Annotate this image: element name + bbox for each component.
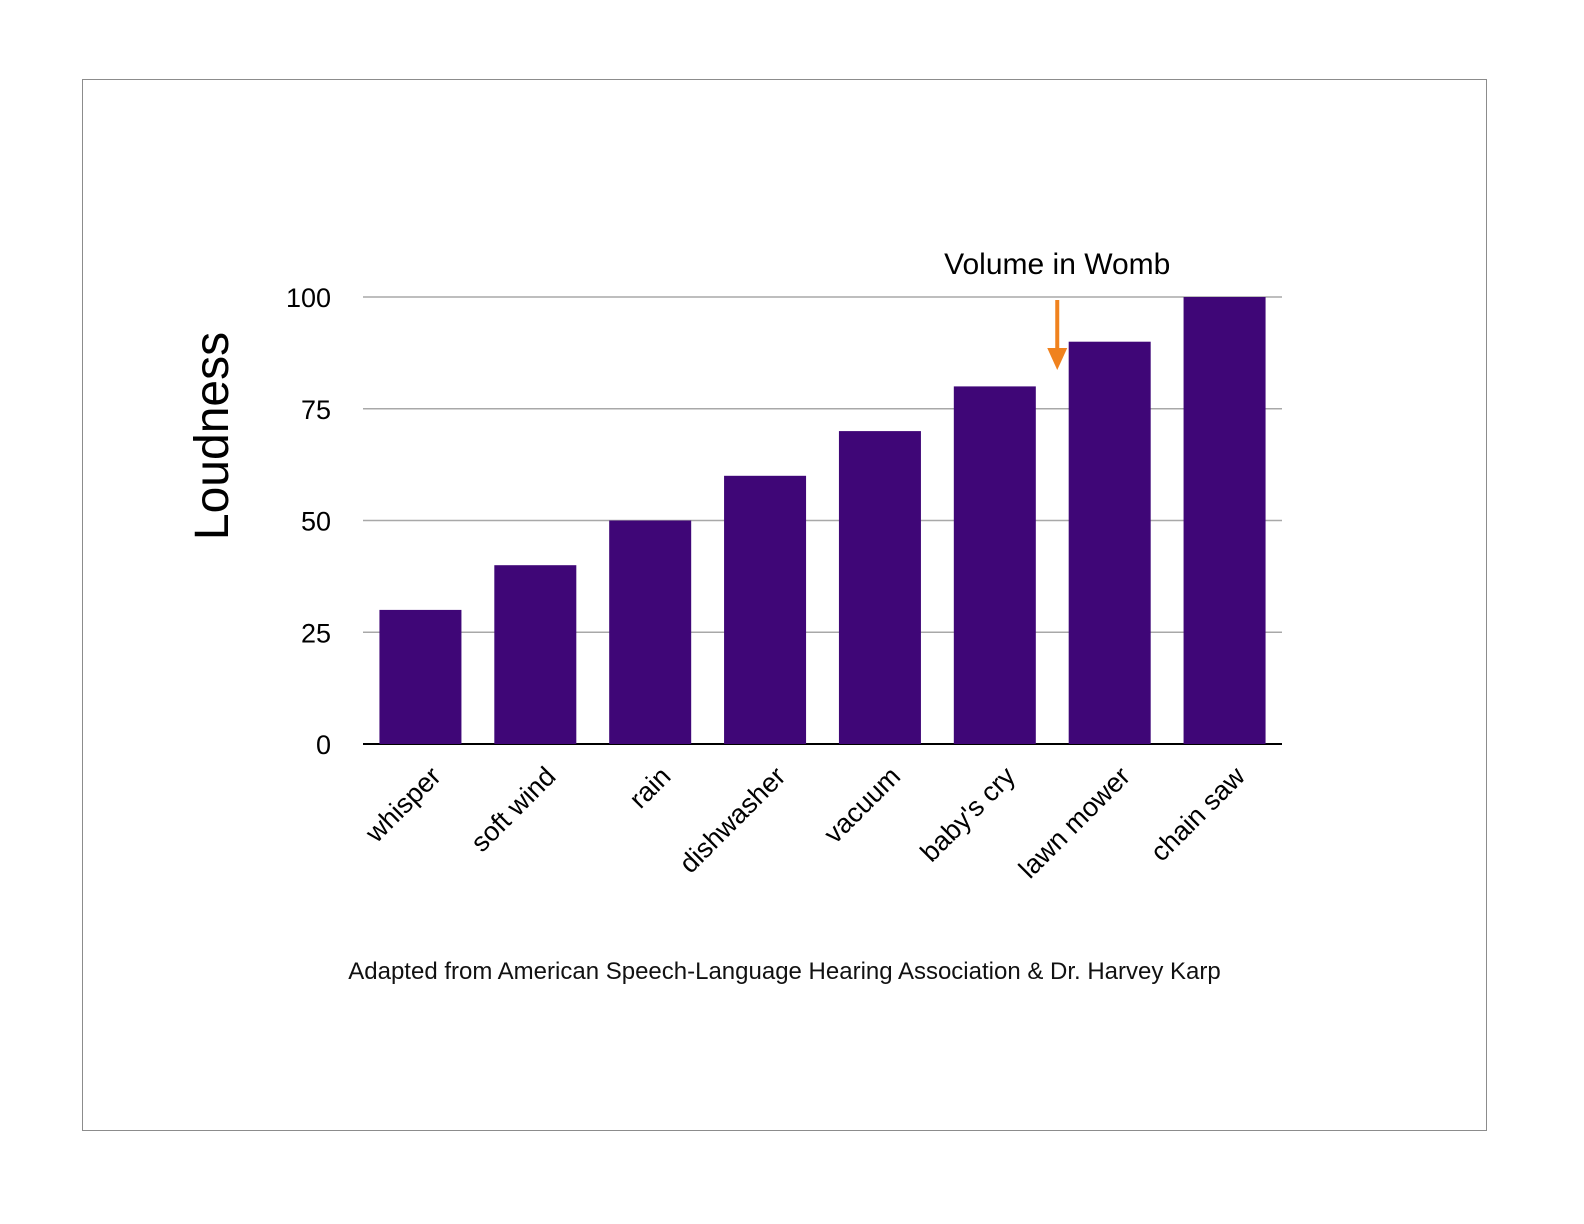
x-tick-label: dishwasher <box>674 761 792 879</box>
source-note: Adapted from American Speech-Language He… <box>348 958 1221 985</box>
x-tick-label: soft wind <box>465 761 562 858</box>
bar <box>953 386 1036 744</box>
bar <box>1183 297 1266 744</box>
bar <box>838 431 921 744</box>
y-axis-label: Loudness <box>186 332 239 540</box>
y-tick-label: 100 <box>286 283 331 313</box>
bar <box>379 609 462 744</box>
annotation-label: Volume in Womb <box>944 248 1170 281</box>
womb-annotation: Volume in Womb <box>944 248 1170 370</box>
bars <box>379 297 1266 744</box>
x-tick-label: vacuum <box>818 761 906 849</box>
bar <box>494 565 577 744</box>
bar <box>609 520 692 744</box>
y-tick-label: 75 <box>301 395 331 425</box>
x-tick-label: rain <box>623 761 676 814</box>
y-tick-labels: 0 25 50 75 100 <box>286 283 331 760</box>
slide-frame <box>82 79 1487 1131</box>
bar <box>724 475 807 744</box>
y-tick-label: 50 <box>301 507 331 537</box>
y-tick-label: 25 <box>301 618 331 648</box>
y-tick-label: 0 <box>316 730 331 760</box>
x-tick-label: baby's cry <box>914 761 1021 868</box>
x-tick-label: chain saw <box>1145 761 1251 867</box>
x-tick-label: lawn mower <box>1013 761 1136 884</box>
x-tick-label: whisper <box>359 761 447 849</box>
bar <box>1068 341 1151 744</box>
arrow-down-icon <box>1047 348 1068 370</box>
